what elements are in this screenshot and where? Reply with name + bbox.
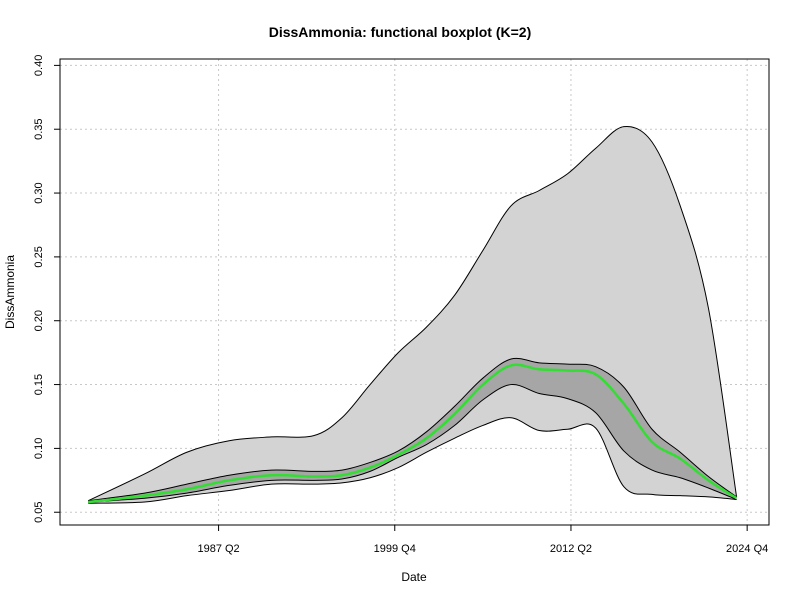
y-tick-label: 0.10: [33, 438, 45, 459]
y-tick-label: 0.15: [33, 374, 45, 395]
x-tick-label: 1987 Q2: [197, 543, 239, 555]
y-axis-label: DissAmmonia: [3, 255, 17, 329]
y-tick-label: 0.30: [33, 182, 45, 203]
x-axis-label: Date: [401, 570, 427, 584]
series-line-median: [88, 363, 738, 504]
y-tick-label: 0.35: [33, 119, 45, 140]
chart-title: DissAmmonia: functional boxplot (K=2): [269, 24, 532, 40]
y-axis: 0.05 0.10 0.15 0.20 0.25 0.30 0.35 0.40: [33, 55, 60, 523]
y-tick-label: 0.20: [33, 310, 45, 331]
bands: [88, 126, 737, 504]
y-tick-label: 0.05: [33, 502, 45, 523]
x-tick-label: 2012 Q2: [550, 543, 592, 555]
series-line-envelope-lower: [88, 417, 737, 504]
curves: [87, 125, 738, 504]
x-axis: 1987 Q2 1999 Q4 2012 Q2 2024 Q4: [197, 525, 768, 555]
series-line-central-upper: [88, 357, 737, 502]
y-tick-label: 0.40: [33, 55, 45, 76]
x-tick-label: 2024 Q4: [726, 543, 768, 555]
y-tick-label: 0.25: [33, 246, 45, 267]
series-line-central-lower: [88, 384, 737, 503]
outer-envelope-band: [88, 126, 737, 504]
central-region-band: [88, 358, 737, 503]
x-tick-label: 1999 Q4: [374, 543, 416, 555]
series-line-envelope-upper: [87, 125, 738, 502]
plot-frame: [59, 58, 770, 526]
